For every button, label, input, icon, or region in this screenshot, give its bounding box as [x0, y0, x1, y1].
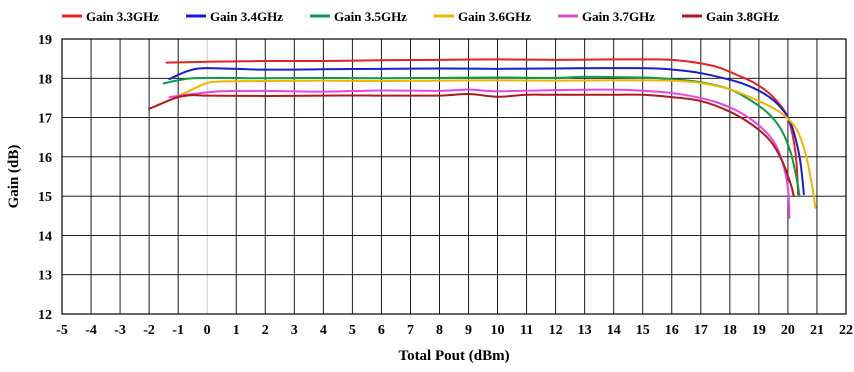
x-tick-label: 9 — [465, 323, 472, 338]
y-tick-label: 17 — [38, 112, 52, 127]
x-tick-label: 12 — [549, 323, 563, 338]
x-tick-label: 10 — [491, 323, 505, 338]
y-tick-label: 16 — [38, 151, 52, 166]
series-line-5 — [168, 88, 791, 219]
x-tick-label: 6 — [378, 323, 385, 338]
legend-entry: Gain 3.7GHz — [582, 9, 655, 24]
x-tick-label: 16 — [665, 323, 679, 338]
x-tick-label: -4 — [85, 323, 97, 338]
x-tick-label: 3 — [291, 323, 298, 338]
x-tick-label: 15 — [636, 323, 650, 338]
legend: Gain 3.3GHz Gain 3.4GHz Gain 3.5GHz Gain 3.… — [62, 9, 779, 24]
x-tick-label: 20 — [781, 323, 795, 338]
legend-entry: Gain 3.6GHz — [458, 9, 531, 24]
x-tick-label: -1 — [172, 323, 184, 338]
x-axis-label: Total Pout (dBm) — [398, 348, 509, 364]
legend-entry: Gain 3.5GHz — [334, 9, 407, 24]
y-tick-label: 14 — [38, 229, 52, 244]
x-tick-label: 1 — [233, 323, 240, 338]
x-tick-label: -2 — [143, 323, 155, 338]
y-tick-labels: 12 13 14 15 16 17 18 19 — [38, 33, 52, 323]
series-line-2 — [168, 67, 805, 196]
series-line-3 — [162, 75, 801, 198]
x-tick-label: -5 — [56, 323, 68, 338]
x-tick-label: 7 — [407, 323, 414, 338]
y-tick-label: 15 — [38, 190, 52, 205]
x-tick-label: 14 — [607, 323, 621, 338]
x-tick-label: 0 — [204, 323, 211, 338]
x-tick-label: 18 — [723, 323, 737, 338]
legend-entry: Gain 3.8GHz — [706, 9, 779, 24]
x-tick-labels: -5 -4 -3 -2 -1 0 1 2 3 4 5 6 7 8 9 10 11 12 13 14 15 16 17 18 19… — [56, 323, 853, 338]
y-tick-label: 12 — [38, 308, 52, 323]
series-line-4 — [177, 79, 817, 209]
x-tick-label: 5 — [349, 323, 356, 338]
x-tick-label: 8 — [436, 323, 443, 338]
series-line-6 — [148, 92, 795, 198]
x-tick-label: 21 — [810, 323, 824, 338]
x-tick-label: 2 — [262, 323, 269, 338]
legend-entry: Gain 3.4GHz — [210, 9, 283, 24]
x-tick-label: 19 — [752, 323, 766, 338]
y-axis-label: Gain (dB) — [6, 145, 22, 209]
x-tick-label: -3 — [114, 323, 126, 338]
x-tick-label: 13 — [578, 323, 592, 338]
y-tick-label: 13 — [38, 269, 52, 284]
series-lines — [148, 58, 817, 219]
plot-border — [61, 38, 847, 315]
x-tick-label: 22 — [839, 323, 853, 338]
x-tick-label: 4 — [320, 323, 327, 338]
x-tick-label: 17 — [694, 323, 708, 338]
y-tick-label: 18 — [38, 72, 52, 87]
legend-entry: Gain 3.3GHz — [86, 9, 159, 24]
x-tick-label: 11 — [520, 323, 533, 338]
y-tick-label: 19 — [38, 33, 52, 48]
